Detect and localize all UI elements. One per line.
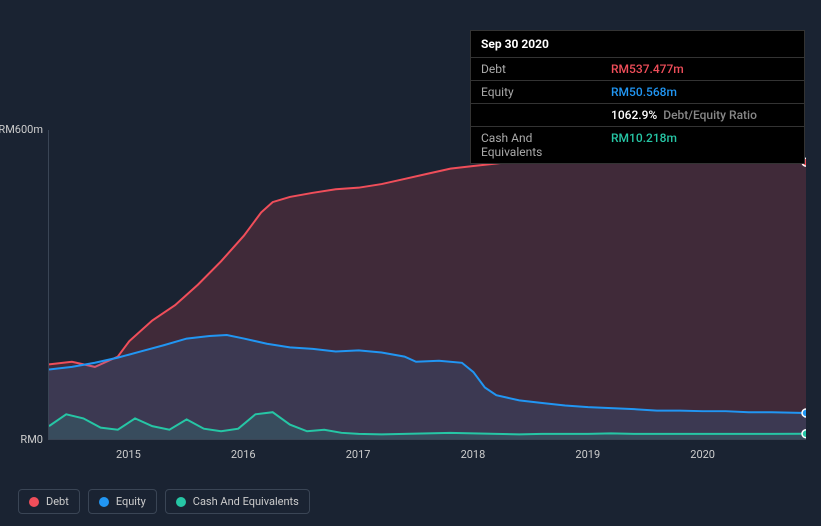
legend-item[interactable]: Debt bbox=[18, 489, 80, 514]
tooltip-date: Sep 30 2020 bbox=[471, 31, 804, 58]
tooltip-row: DebtRM537.477m bbox=[471, 58, 804, 81]
tooltip-row: Cash And EquivalentsRM10.218m bbox=[471, 127, 804, 163]
legend-label: Equity bbox=[116, 495, 146, 508]
chart-plot-area[interactable] bbox=[48, 130, 806, 440]
tooltip-extra: Debt/Equity Ratio bbox=[657, 108, 757, 122]
legend-dot-icon bbox=[99, 497, 109, 507]
legend-dot-icon bbox=[176, 497, 186, 507]
chart-tooltip: Sep 30 2020 DebtRM537.477mEquityRM50.568… bbox=[470, 30, 805, 164]
x-axis-label: 2015 bbox=[116, 448, 141, 461]
legend-item[interactable]: Equity bbox=[88, 489, 157, 514]
x-axis-label: 2018 bbox=[461, 448, 486, 461]
x-axis-label: 2017 bbox=[346, 448, 371, 461]
tooltip-value: RM50.568m bbox=[601, 81, 687, 103]
tooltip-label: Debt bbox=[471, 58, 601, 80]
y-axis-label: RM600m bbox=[0, 123, 43, 136]
x-axis-label: 2016 bbox=[231, 448, 256, 461]
legend-dot-icon bbox=[29, 497, 39, 507]
chart-legend: Debt Equity Cash And Equivalents bbox=[18, 489, 310, 514]
tooltip-label: Equity bbox=[471, 81, 601, 103]
chart-container: RM0RM600m 201520162017201820192020 bbox=[18, 120, 808, 470]
y-axis-label: RM0 bbox=[0, 433, 43, 446]
legend-label: Debt bbox=[46, 495, 69, 508]
tooltip-value: RM537.477m bbox=[601, 58, 694, 80]
tooltip-value: RM10.218m bbox=[601, 127, 687, 163]
x-axis-label: 2019 bbox=[575, 448, 600, 461]
tooltip-label: Cash And Equivalents bbox=[471, 127, 601, 163]
tooltip-row: 1062.9%Debt/Equity Ratio bbox=[471, 104, 804, 127]
legend-item[interactable]: Cash And Equivalents bbox=[165, 489, 310, 514]
x-axis-label: 2020 bbox=[690, 448, 715, 461]
tooltip-value: 1062.9%Debt/Equity Ratio bbox=[601, 104, 767, 126]
legend-label: Cash And Equivalents bbox=[193, 495, 299, 508]
tooltip-label bbox=[471, 104, 601, 126]
tooltip-row: EquityRM50.568m bbox=[471, 81, 804, 104]
